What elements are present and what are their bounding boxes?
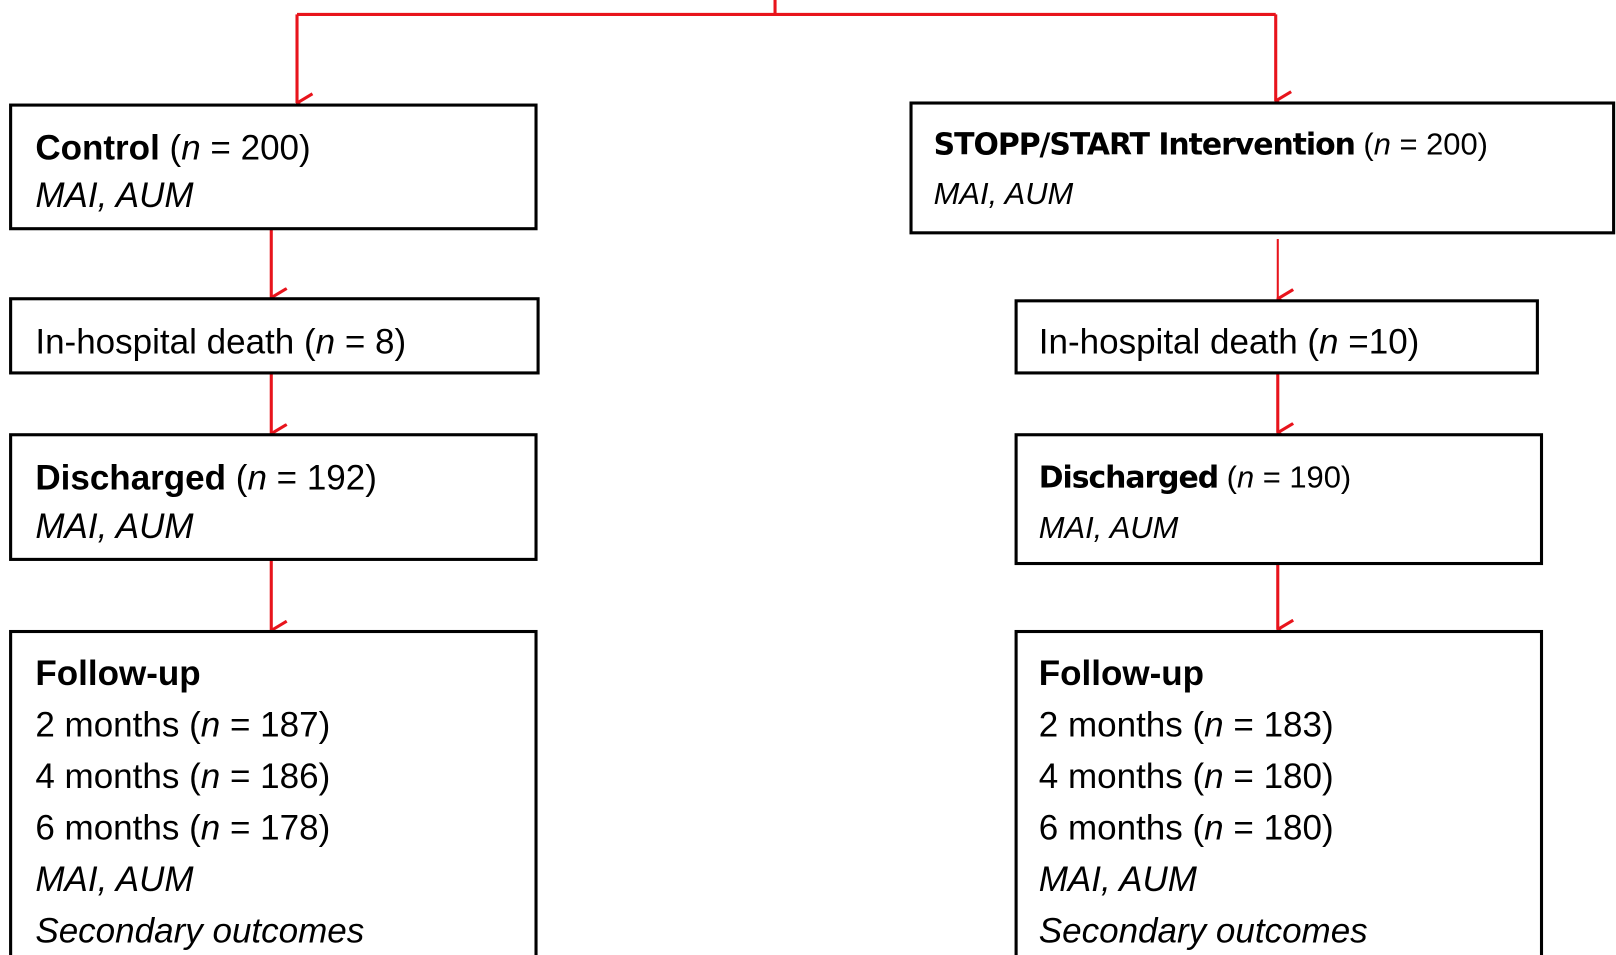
text-segment: = 187) — [220, 706, 330, 745]
flow-box: Discharged (n = 192) MAI, AUM — [9, 433, 538, 561]
flow-box: Control (n = 200)MAI, AUM — [9, 103, 538, 231]
box-border — [1014, 629, 1544, 955]
box-line: Control (n = 200) — [35, 129, 310, 168]
text-segment: = 178) — [220, 809, 330, 848]
text-segment: MAI, AUM — [1039, 510, 1179, 545]
box-border — [909, 101, 1616, 235]
box-line: 2 months (n = 187) — [35, 706, 330, 745]
text-segment: Discharged — [35, 458, 226, 497]
text-segment: = 183) — [1224, 706, 1334, 745]
box-border — [9, 433, 538, 561]
text-segment: n — [247, 458, 266, 497]
text-segment: In-hospital death ( — [35, 322, 316, 361]
text-segment: = 200) — [201, 129, 311, 168]
text-segment: 4 months ( — [35, 757, 201, 796]
flow-box: Follow-up2 months (n = 187)4 months (n =… — [9, 629, 538, 955]
box-border — [1014, 433, 1544, 566]
text-segment: = 180) — [1224, 809, 1334, 848]
text-segment: ( — [1218, 459, 1238, 494]
text-segment: = 180) — [1224, 757, 1334, 796]
text-segment: Follow-up — [35, 654, 200, 693]
text-segment: = 186) — [220, 757, 330, 796]
box-line: MAI, AUM — [35, 176, 194, 215]
box-border — [9, 103, 538, 231]
text-segment: ( — [226, 458, 248, 497]
box-line: In-hospital death (n = 8) — [35, 322, 406, 361]
box-line: MAI, AUM — [934, 176, 1074, 211]
box-line: 2 months (n = 183) — [1039, 706, 1334, 745]
text-segment: = 8) — [335, 322, 406, 361]
box-line: 6 months (n = 180) — [1039, 809, 1334, 848]
box-line: 6 months (n = 178) — [35, 809, 330, 848]
text-segment: n — [201, 706, 220, 745]
text-segment: n — [1319, 322, 1338, 361]
text-segment: MAI, AUM — [934, 176, 1074, 211]
box-line: Discharged (n = 192) — [35, 458, 377, 497]
text-segment: 2 months ( — [1039, 706, 1205, 745]
text-segment: =10) — [1339, 322, 1420, 361]
text-segment: 6 months ( — [35, 809, 201, 848]
box-border — [1014, 299, 1539, 375]
text-segment: n — [316, 322, 335, 361]
box-line: 4 months (n = 186) — [35, 757, 330, 796]
text-segment: n — [181, 129, 200, 168]
text-segment: n — [1374, 127, 1391, 162]
box-line: Secondary outcomes — [35, 912, 364, 951]
text-segment: n — [1204, 706, 1223, 745]
box-border — [9, 629, 538, 955]
box-border — [9, 297, 540, 375]
flow-box: In-hospital death (n =10) — [1014, 299, 1539, 375]
text-segment: In-hospital death ( — [1039, 322, 1320, 361]
text-segment: n — [201, 809, 220, 848]
text-segment: MAI, AUM — [1039, 860, 1198, 899]
text-segment: ( — [160, 129, 182, 168]
text-segment: n — [1237, 459, 1254, 494]
text-segment: 2 months ( — [35, 706, 201, 745]
text-segment: Follow-up — [1039, 654, 1204, 693]
text-segment: n — [201, 757, 220, 796]
text-segment: STOPP/START Intervention — [934, 128, 1355, 163]
text-segment: Discharged — [1039, 460, 1218, 495]
text-segment: n — [1204, 757, 1223, 796]
flow-box: Follow-up2 months (n = 183)4 months (n =… — [1014, 629, 1544, 955]
text-segment: Secondary outcomes — [1039, 912, 1368, 951]
text-segment: n — [1204, 809, 1223, 848]
text-segment: = 200) — [1391, 127, 1488, 162]
box-line: MAI, AUM — [35, 507, 194, 546]
box-line: MAI, AUM — [1039, 510, 1179, 545]
flow-box: STOPP/START Intervention (n = 200) MAI, A… — [909, 101, 1616, 235]
box-line: 4 months (n = 180) — [1039, 757, 1334, 796]
text-segment: 6 months ( — [1039, 809, 1205, 848]
flow-box: Discharged (n = 190) MAI, AUM — [1014, 433, 1544, 566]
text-segment: MAI, AUM — [35, 176, 194, 215]
text-segment: Secondary outcomes — [35, 912, 364, 951]
box-line: Follow-up — [35, 654, 200, 693]
text-segment: = 190) — [1254, 459, 1351, 494]
box-line: MAI, AUM — [1039, 860, 1198, 899]
box-line: In-hospital death (n =10) — [1039, 322, 1420, 361]
box-line: Discharged (n = 190) — [1039, 459, 1351, 495]
text-segment: ( — [1355, 127, 1375, 162]
text-segment: MAI, AUM — [35, 507, 194, 546]
text-segment: 4 months ( — [1039, 757, 1205, 796]
text-segment: Control — [35, 129, 159, 168]
text-segment: MAI, AUM — [35, 860, 194, 899]
box-line: Follow-up — [1039, 654, 1204, 693]
text-segment: = 192) — [267, 458, 377, 497]
box-line: Secondary outcomes — [1039, 912, 1368, 951]
connectors — [269, 0, 1278, 630]
flow-box: In-hospital death (n = 8) — [9, 297, 540, 375]
box-line: MAI, AUM — [35, 860, 194, 899]
box-line: STOPP/START Intervention (n = 200) — [934, 127, 1488, 163]
